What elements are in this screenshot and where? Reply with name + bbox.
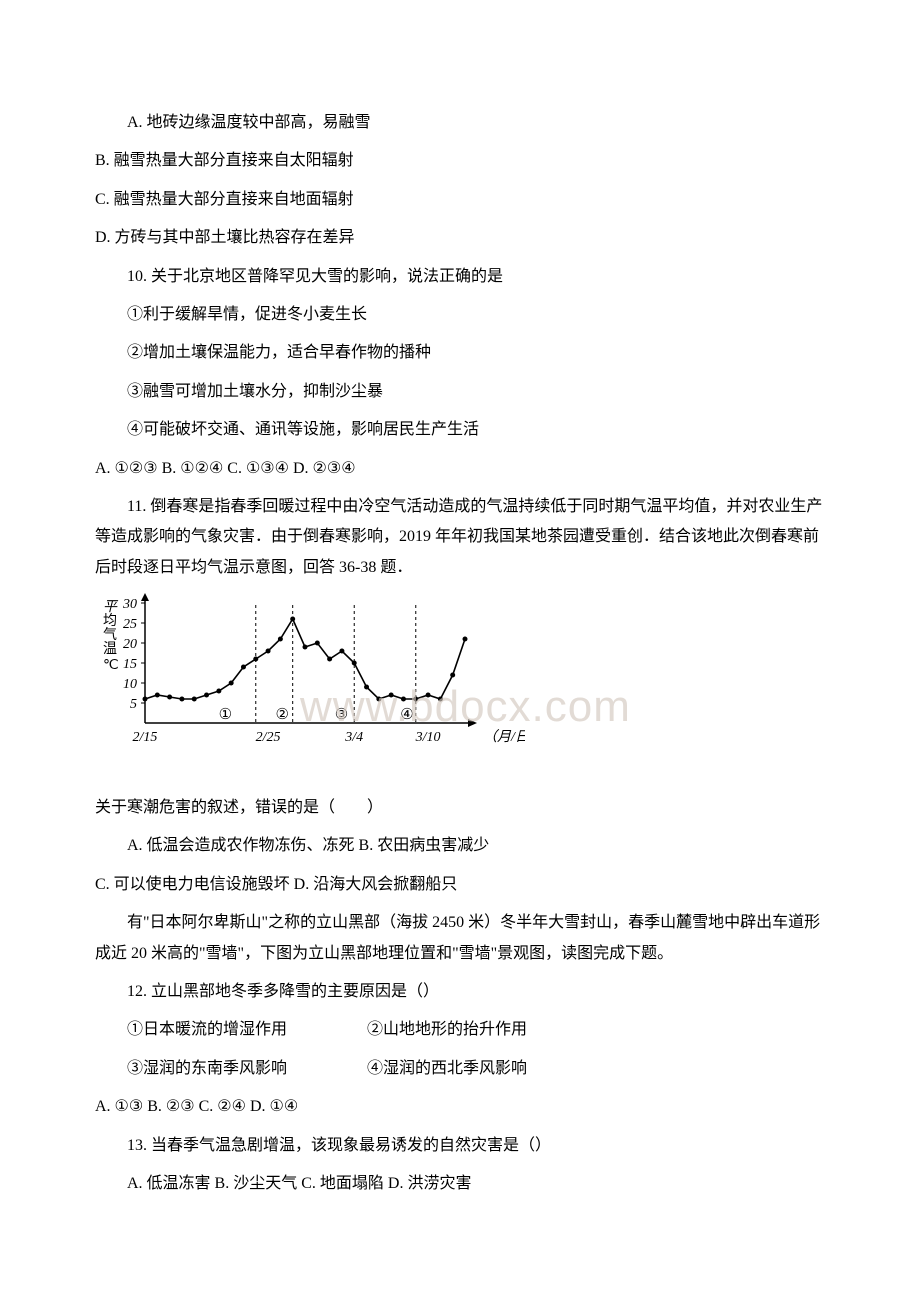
svg-text:气: 气 bbox=[103, 627, 117, 643]
svg-text:15: 15 bbox=[123, 657, 137, 672]
chart-svg: 平均气温℃ 30 25 20 15 10 5 2/15 2/25 3/4 3/10 （月/日） ① ② ③ ④ bbox=[95, 593, 525, 783]
passage-text: 有"日本阿尔卑斯山"之称的立山黑部（海拔 2450 米）冬半年大雪封山，春季山麓… bbox=[95, 908, 825, 969]
svg-text:3/10: 3/10 bbox=[415, 730, 441, 745]
q9-optD: D. 方砖与其中部土壤比热容存在差异 bbox=[95, 223, 825, 253]
q13-opts: A. 低温冻害 B. 沙尘天气 C. 地面塌陷 D. 洪涝灾害 bbox=[95, 1169, 825, 1199]
svg-text:3/4: 3/4 bbox=[344, 730, 363, 745]
q10-s4: ④可能破坏交通、通讯等设施，影响居民生产生活 bbox=[95, 415, 825, 445]
q13-stem: 13. 当春季气温急剧增温，该现象最易诱发的自然灾害是（） bbox=[95, 1131, 825, 1161]
svg-text:20: 20 bbox=[123, 637, 137, 652]
q11-question: 关于寒潮危害的叙述，错误的是（ ） bbox=[95, 793, 825, 823]
q11-opts1: A. 低温会造成农作物冻伤、冻死 B. 农田病虫害减少 bbox=[95, 831, 825, 861]
svg-text:（月/日）: （月/日） bbox=[483, 729, 525, 745]
q12-s2: ②山地地形的抬升作用 bbox=[367, 1021, 527, 1038]
svg-text:2/15: 2/15 bbox=[133, 730, 158, 745]
q10-opts: A. ①②③ B. ①②④ C. ①③④ D. ②③④ bbox=[95, 454, 825, 484]
q10-s3: ③融雪可增加土壤水分，抑制沙尘暴 bbox=[95, 377, 825, 407]
q9-optA: A. 地砖边缘温度较中部高，易融雪 bbox=[95, 108, 825, 138]
svg-text:③: ③ bbox=[335, 707, 348, 723]
q9-optC: C. 融雪热量大部分直接来自地面辐射 bbox=[95, 185, 825, 215]
svg-text:①: ① bbox=[219, 707, 232, 723]
svg-text:④: ④ bbox=[400, 707, 413, 723]
svg-text:5: 5 bbox=[130, 697, 137, 712]
q10-s1: ①利于缓解旱情，促进冬小麦生长 bbox=[95, 300, 825, 330]
q12-s3: ③湿润的东南季风影响 bbox=[127, 1060, 287, 1077]
svg-text:30: 30 bbox=[122, 597, 137, 612]
q11-stem: 11. 倒春寒是指春季回暖过程中由冷空气活动造成的气温持续低于同时期气温平均值，… bbox=[95, 492, 825, 583]
q12-s1: ①日本暖流的增湿作用 bbox=[127, 1021, 287, 1038]
svg-text:25: 25 bbox=[123, 617, 137, 632]
q12-stem: 12. 立山黑部地冬季多降雪的主要原因是（） bbox=[95, 977, 825, 1007]
q12-row2: ③湿润的东南季风影响 ④湿润的西北季风影响 bbox=[95, 1054, 825, 1084]
q12-row1: ①日本暖流的增湿作用 ②山地地形的抬升作用 bbox=[95, 1015, 825, 1045]
svg-text:温: 温 bbox=[103, 641, 117, 657]
q10-s2: ②增加土壤保温能力，适合早春作物的播种 bbox=[95, 338, 825, 368]
svg-text:平: 平 bbox=[103, 600, 119, 615]
q12-s4: ④湿润的西北季风影响 bbox=[367, 1060, 527, 1077]
q10-stem: 10. 关于北京地区普降罕见大雪的影响，说法正确的是 bbox=[95, 262, 825, 292]
svg-text:2/25: 2/25 bbox=[256, 730, 281, 745]
svg-text:10: 10 bbox=[123, 677, 137, 692]
svg-text:②: ② bbox=[276, 707, 289, 723]
svg-text:℃: ℃ bbox=[103, 658, 119, 673]
q12-opts: A. ①③ B. ②③ C. ②④ D. ①④ bbox=[95, 1092, 825, 1122]
q9-optB: B. 融雪热量大部分直接来自太阳辐射 bbox=[95, 146, 825, 176]
q11-opts2: C. 可以使电力电信设施毁坏 D. 沿海大风会掀翻船只 bbox=[95, 870, 825, 900]
svg-text:均: 均 bbox=[103, 613, 117, 629]
temperature-chart: www.bdocx.com 平均气温℃302520151052/152/253/… bbox=[95, 593, 825, 783]
